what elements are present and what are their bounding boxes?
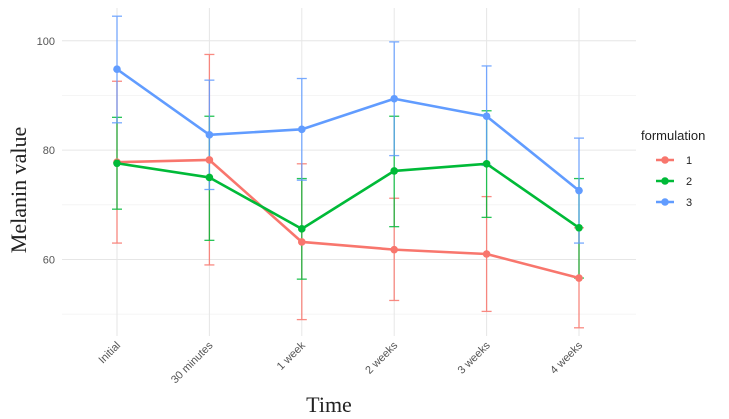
data-point-2 [575, 223, 583, 232]
y-tick-label: 80 [43, 145, 55, 157]
legend-item-1: 1 [656, 155, 692, 167]
series-points [113, 65, 583, 282]
y-tick-label: 60 [43, 254, 55, 266]
legend-key-point [661, 177, 669, 185]
data-point-3 [205, 131, 214, 139]
series-line-1 [116, 158, 580, 280]
legend-label: 2 [686, 176, 692, 188]
series-line-3 [116, 68, 580, 192]
data-point-2 [482, 160, 491, 168]
data-point-2 [298, 225, 306, 233]
y-axis-title: Melanin value [6, 127, 31, 253]
y-axis-ticks: 60 80 100 [37, 36, 55, 267]
data-point-3 [575, 186, 583, 195]
x-tick-label: 30 minutes [169, 339, 216, 386]
legend-key-point [661, 198, 669, 206]
x-tick-label: Initial [96, 340, 123, 367]
data-point-2 [113, 159, 121, 168]
series-lines [116, 68, 580, 280]
series-line-2 [116, 161, 580, 231]
legend-item-3: 3 [656, 197, 692, 209]
data-point-1 [205, 156, 214, 164]
data-point-3 [390, 94, 399, 103]
data-point-3 [113, 65, 121, 74]
x-tick-label: 1 week [275, 339, 308, 372]
legend-title: formulation [641, 128, 705, 143]
x-tick-label: 2 weeks [363, 339, 400, 376]
legend: formulation 1 2 3 [641, 128, 705, 209]
data-point-2 [390, 167, 399, 175]
error-bars [112, 15, 584, 329]
grid [62, 8, 636, 336]
data-point-1 [575, 274, 583, 282]
legend-item-2: 2 [656, 176, 692, 188]
legend-label: 3 [686, 197, 692, 209]
x-axis-ticks: Initial 30 minutes 1 week 2 weeks 3 weeks 4 w… [96, 339, 585, 386]
legend-key-point [661, 156, 669, 164]
x-tick-label: 4 weeks [548, 339, 585, 376]
data-point-2 [205, 173, 214, 182]
x-tick-label: 3 weeks [456, 339, 493, 376]
data-point-1 [482, 250, 491, 258]
x-axis-title: Time [306, 392, 352, 417]
legend-label: 1 [686, 155, 692, 167]
y-tick-label: 100 [37, 36, 55, 48]
data-point-3 [482, 112, 491, 121]
data-point-1 [298, 238, 306, 246]
data-point-3 [298, 125, 306, 134]
data-point-1 [390, 245, 399, 254]
